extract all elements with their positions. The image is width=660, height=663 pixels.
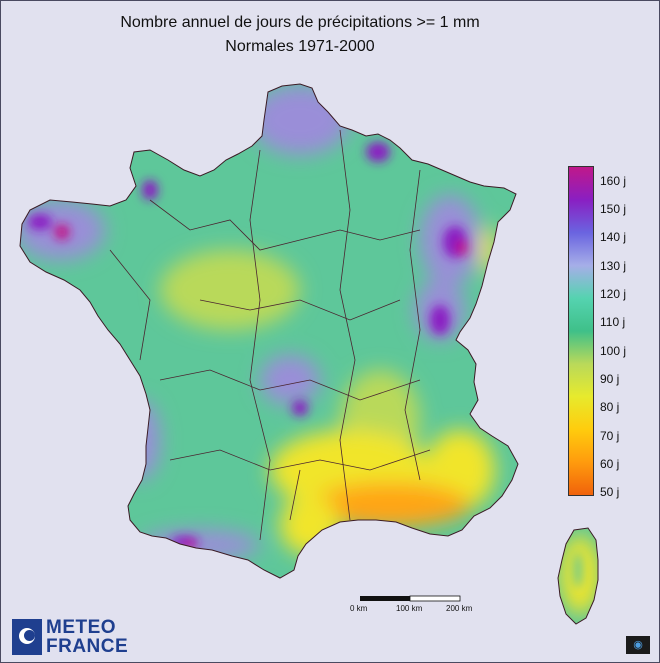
department-border-4 — [159, 369, 421, 401]
department-borders — [109, 129, 431, 541]
scale-label-200: 200 km — [446, 604, 473, 613]
legend-label-150: 150 j — [600, 202, 627, 216]
logo-text-line-2: FRANCE — [46, 636, 129, 657]
department-border-9 — [109, 249, 151, 361]
department-border-1 — [149, 199, 301, 251]
department-border-6 — [249, 149, 271, 541]
logo-sun-icon — [12, 619, 42, 655]
dry-zone-languedoc — [280, 495, 340, 555]
legend-label-110: 110 j — [600, 315, 626, 329]
precipitation-spots — [28, 142, 582, 588]
department-border-3 — [199, 299, 401, 321]
spot-morvan — [292, 400, 308, 416]
scale-bar: 0 km 100 km 200 km — [350, 595, 473, 613]
department-border-10 — [289, 469, 301, 521]
department-border-2 — [299, 229, 421, 241]
spot-vosges-peak — [456, 240, 468, 256]
wet-zone-massif — [260, 355, 320, 405]
scale-label-100: 100 km — [396, 604, 423, 613]
legend-label-90: 90 j — [600, 372, 620, 386]
spot-ardennes — [366, 142, 390, 162]
department-border-5 — [169, 449, 431, 471]
scale-label-0: 0 km — [350, 604, 368, 613]
monitor-icon: ◉ — [626, 636, 650, 654]
legend-label-80: 80 j — [600, 400, 620, 414]
legend-label-140: 140 j — [600, 230, 627, 244]
legend-color-bar — [568, 166, 594, 496]
map-title: Nombre annuel de jours de précipitations… — [0, 11, 600, 59]
dry-zone-med-orange — [310, 483, 470, 527]
department-border-8 — [404, 169, 421, 481]
spot-cotentin — [142, 180, 158, 200]
wet-zone-pyrenees — [140, 530, 260, 560]
legend-label-50: 50 j — [600, 485, 620, 499]
legend-label-100: 100 j — [600, 344, 627, 358]
legend-label-120: 120 j — [600, 287, 627, 301]
spot-brest — [28, 214, 52, 230]
dry-zone-center — [160, 250, 300, 330]
department-border-7 — [339, 129, 356, 521]
precipitation-field — [20, 84, 598, 624]
scale-bar-segment-2 — [409, 595, 461, 602]
spot-corsica-mountain — [574, 552, 582, 588]
legend-label-160: 160 j — [600, 174, 627, 188]
title-line-1: Nombre annuel de jours de précipitations… — [120, 14, 480, 31]
title-line-2: Normales 1971-2000 — [225, 38, 375, 55]
dry-zone-alsace — [480, 225, 496, 275]
legend-label-130: 130 j — [600, 259, 627, 273]
scale-bar-segment-1 — [360, 596, 410, 601]
corsica-outline — [557, 527, 599, 625]
spot-jura — [430, 305, 450, 335]
logo-text-line-1: METEO — [46, 617, 117, 638]
spot-finistere — [54, 224, 70, 240]
legend-label-70: 70 j — [600, 429, 620, 443]
legend-label-60: 60 j — [600, 457, 620, 471]
wet-zone-southwest — [120, 400, 160, 480]
